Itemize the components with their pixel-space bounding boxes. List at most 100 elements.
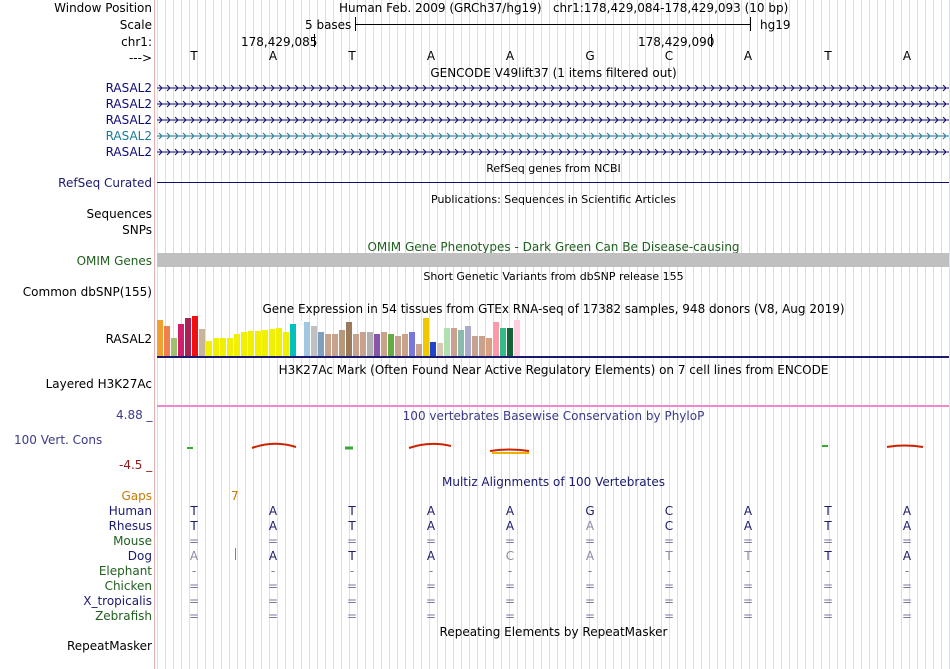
gtex-tissue-bar[interactable] [437, 343, 443, 356]
gtex-tissue-bar[interactable] [199, 329, 205, 356]
gtex-tissue-bar[interactable] [346, 322, 352, 356]
omim-label[interactable]: OMIM Genes [76, 254, 152, 268]
gtex-tissue-bar[interactable] [507, 328, 513, 356]
gtex-tissue-bar[interactable] [192, 316, 198, 356]
gencode-transcript-label[interactable]: RASAL2 [105, 81, 152, 95]
gtex-tissue-bar[interactable] [479, 336, 485, 356]
conservation-label[interactable]: 100 Vert. Cons [14, 433, 103, 447]
gtex-tissue-bar[interactable] [332, 334, 338, 356]
gtex-tissue-bar[interactable] [409, 332, 415, 356]
gtex-tissue-bar[interactable] [444, 328, 450, 356]
gtex-tissue-bar[interactable] [304, 322, 310, 356]
gencode-transcript-line[interactable] [157, 131, 949, 141]
gtex-tissue-bar[interactable] [220, 338, 226, 356]
species-label[interactable]: Zebrafish [95, 609, 152, 623]
gtex-tissue-bar[interactable] [262, 330, 268, 356]
gtex-expression-bars[interactable] [157, 315, 537, 356]
window-position-label[interactable]: Window Position [54, 1, 152, 15]
gencode-transcript-line[interactable] [157, 115, 949, 125]
gencode-transcript-line[interactable] [157, 99, 949, 109]
gtex-tissue-bar[interactable] [423, 318, 429, 356]
gencode-transcript-label[interactable]: RASAL2 [105, 145, 152, 159]
gtex-tissue-bar[interactable] [276, 328, 282, 356]
gtex-tissue-bar[interactable] [248, 331, 254, 356]
gtex-tissue-bar[interactable] [213, 338, 219, 356]
gtex-tissue-bar[interactable] [360, 332, 366, 356]
gtex-tissue-bar[interactable] [318, 332, 324, 356]
gtex-tissue-bar[interactable] [367, 332, 373, 356]
species-label[interactable]: X_tropicalis [83, 594, 152, 608]
snps-label[interactable]: SNPs [122, 223, 152, 237]
omim-gene-bar[interactable] [157, 253, 949, 267]
gtex-tissue-bar[interactable] [297, 321, 303, 356]
gtex-tissue-bar[interactable] [500, 328, 506, 356]
gtex-tissue-bar[interactable] [234, 334, 240, 356]
gtex-tissue-bar[interactable] [353, 334, 359, 356]
refseq-track-line[interactable] [157, 182, 949, 183]
dbsnp-label[interactable]: Common dbSNP(155) [22, 285, 152, 299]
alignment-base: A [743, 519, 753, 533]
gtex-tissue-bar[interactable] [269, 329, 275, 356]
gtex-tissue-bar[interactable] [451, 328, 457, 356]
strand-label[interactable]: ---> [128, 51, 152, 65]
species-label[interactable]: Rhesus [108, 519, 152, 533]
dbsnp-title[interactable]: Short Genetic Variants from dbSNP releas… [423, 270, 684, 283]
gtex-tissue-bar[interactable] [416, 344, 422, 356]
gtex-tissue-bar[interactable] [465, 326, 471, 356]
gtex-tissue-bar[interactable] [311, 326, 317, 356]
gtex-tissue-bar[interactable] [472, 336, 478, 356]
gtex-tissue-bar[interactable] [241, 332, 247, 356]
gtex-tissue-bar[interactable] [458, 330, 464, 356]
chrom-label[interactable]: chr1: [121, 35, 152, 49]
gencode-title[interactable]: GENCODE V49lift37 (1 items filtered out) [430, 66, 677, 80]
conservation-plot[interactable] [157, 438, 949, 458]
publications-label[interactable]: Sequences [86, 207, 152, 221]
gtex-tissue-bar[interactable] [171, 338, 177, 356]
gtex-tissue-bar[interactable] [381, 332, 387, 356]
gtex-tissue-bar[interactable] [206, 341, 212, 356]
gencode-transcript-line[interactable] [157, 147, 949, 157]
repeatmasker-title[interactable]: Repeating Elements by RepeatMasker [439, 625, 668, 639]
gtex-tissue-bar[interactable] [227, 338, 233, 356]
gaps-label[interactable]: Gaps [121, 489, 152, 503]
gencode-transcript-line[interactable] [157, 83, 949, 93]
gridline [373, 0, 374, 669]
gencode-transcript-label[interactable]: RASAL2 [105, 97, 152, 111]
gtex-tissue-bar[interactable] [374, 334, 380, 356]
gtex-label[interactable]: RASAL2 [105, 332, 152, 346]
gtex-tissue-bar[interactable] [283, 332, 289, 356]
gtex-tissue-bar[interactable] [185, 318, 191, 356]
gtex-tissue-bar[interactable] [255, 331, 261, 356]
gtex-tissue-bar[interactable] [388, 334, 394, 356]
species-label[interactable]: Mouse [113, 534, 152, 548]
h3k27ac-label[interactable]: Layered H3K27Ac [45, 377, 152, 391]
gencode-transcript-label[interactable]: RASAL2 [105, 129, 152, 143]
h3k27ac-title[interactable]: H3K27Ac Mark (Often Found Near Active Re… [278, 363, 829, 377]
conservation-title[interactable]: 100 vertebrates Basewise Conservation by… [402, 409, 705, 423]
repeatmasker-label[interactable]: RepeatMasker [66, 639, 152, 653]
refseq-title[interactable]: RefSeq genes from NCBI [486, 162, 621, 175]
species-label[interactable]: Elephant [98, 564, 152, 578]
gtex-tissue-bar[interactable] [178, 324, 184, 356]
multiz-title[interactable]: Multiz Alignments of 100 Vertebrates [441, 475, 666, 489]
gtex-tissue-bar[interactable] [395, 336, 401, 356]
omim-title[interactable]: OMIM Gene Phenotypes - Dark Green Can Be… [367, 240, 740, 254]
gtex-tissue-bar[interactable] [325, 334, 331, 356]
gtex-tissue-bar[interactable] [402, 334, 408, 356]
species-label[interactable]: Human [108, 504, 152, 518]
gtex-tissue-bar[interactable] [290, 324, 296, 356]
refseq-label[interactable]: RefSeq Curated [58, 176, 152, 190]
gtex-tissue-bar[interactable] [493, 322, 499, 356]
gtex-title[interactable]: Gene Expression in 54 tissues from GTEx … [262, 302, 845, 316]
gtex-tissue-bar[interactable] [157, 320, 163, 356]
gencode-transcript-label[interactable]: RASAL2 [105, 113, 152, 127]
gtex-tissue-bar[interactable] [430, 342, 436, 356]
species-label[interactable]: Dog [127, 549, 152, 563]
scale-label[interactable]: Scale [119, 18, 152, 32]
gtex-tissue-bar[interactable] [514, 320, 520, 356]
gtex-tissue-bar[interactable] [164, 326, 170, 356]
gtex-tissue-bar[interactable] [339, 330, 345, 356]
publications-title[interactable]: Publications: Sequences in Scientific Ar… [431, 193, 676, 206]
species-label[interactable]: Chicken [104, 579, 152, 593]
gtex-tissue-bar[interactable] [486, 338, 492, 356]
